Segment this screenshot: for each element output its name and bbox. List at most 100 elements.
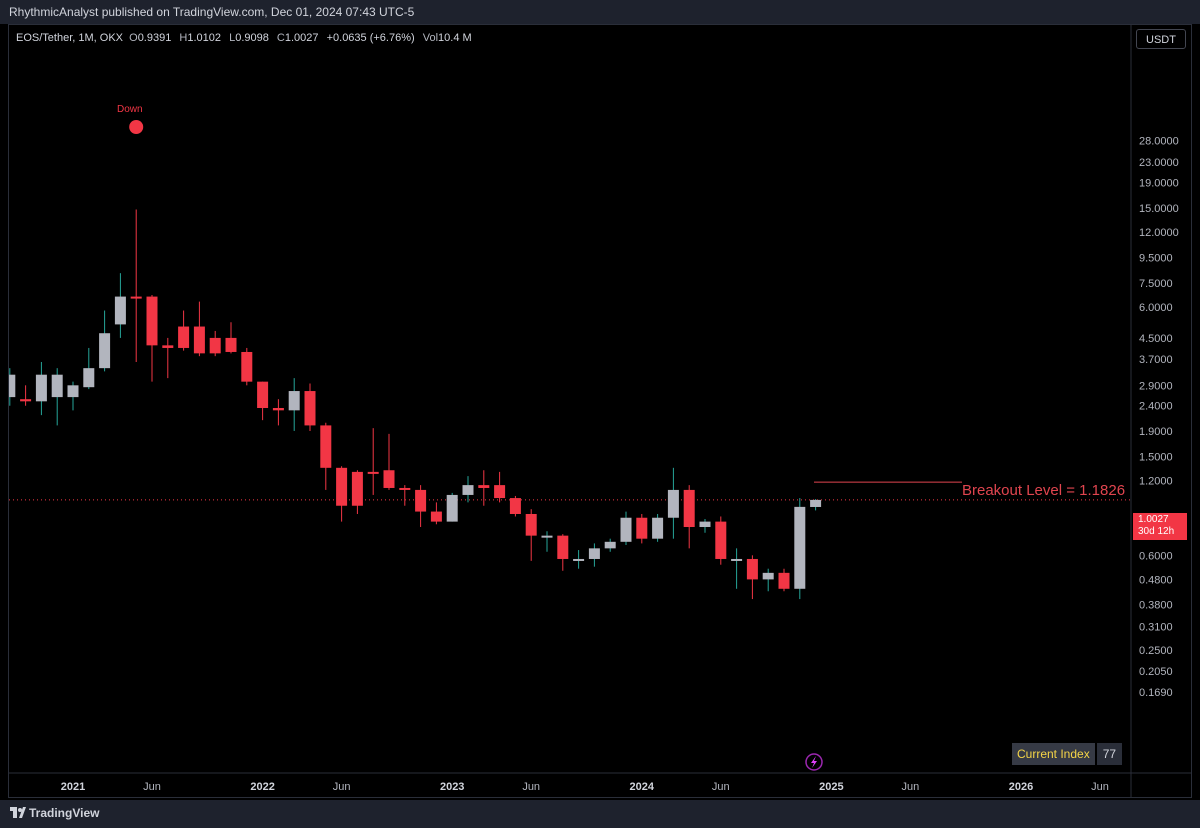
- price-tick-label-0: 28.0000: [1139, 136, 1179, 148]
- candle-2022-01: [257, 381, 269, 421]
- price-tick-label-2: 19.0000: [1139, 177, 1179, 189]
- candle-body: [288, 391, 300, 411]
- tradingview-logo[interactable]: TradingView: [10, 805, 99, 821]
- candle-2022-09: [383, 433, 395, 490]
- chart-frame[interactable]: [8, 24, 1192, 798]
- candle-2021-07: [162, 337, 174, 379]
- candle-2022-04: [304, 383, 316, 431]
- price-tick-label-17: 0.4800: [1139, 574, 1173, 586]
- price-tick-label-9: 3.7000: [1139, 354, 1173, 366]
- price-tick-label-10: 2.9000: [1139, 380, 1173, 392]
- published-info: RhythmicAnalyst published on TradingView…: [9, 5, 415, 19]
- time-tick-label-10: 2026: [1009, 781, 1033, 793]
- candle-body: [683, 489, 695, 528]
- price-tick-label-19: 0.3100: [1139, 622, 1173, 634]
- price-tick-label-13: 1.5000: [1139, 451, 1173, 463]
- candle-2021-03: [99, 310, 111, 372]
- low-label: L: [229, 32, 236, 44]
- candle-2022-11: [415, 485, 427, 528]
- low-value: 0.9098: [235, 32, 269, 44]
- candle-2021-09: [193, 301, 205, 357]
- price-tick-label-16: 0.6000: [1139, 550, 1173, 562]
- candle-2024-09: [762, 568, 774, 592]
- candle-body: [320, 425, 332, 468]
- lightning-icon[interactable]: [805, 753, 823, 771]
- price-tick-label-12: 1.9000: [1139, 426, 1173, 438]
- candle-2022-06: [336, 466, 348, 522]
- candle-body: [462, 485, 474, 495]
- candle-2023-04: [494, 471, 506, 503]
- high-label: H: [179, 32, 188, 44]
- candle-body: [762, 572, 774, 580]
- candle-body: [20, 399, 32, 402]
- bar-countdown: 30d 12h: [1138, 526, 1175, 537]
- price-tick-label-18: 0.3800: [1139, 600, 1173, 612]
- price-chart[interactable]: 28.0000 23.0000 19.0000 15.0000 12.0000 9.500…: [0, 0, 1200, 800]
- down-marker-dot: [129, 120, 144, 134]
- candle-body: [557, 535, 569, 559]
- candle-body: [494, 485, 506, 499]
- candle-2023-09: [573, 550, 585, 569]
- candle-2024-06: [715, 516, 727, 565]
- candle-2024-08: [746, 555, 758, 600]
- candle-body: [715, 521, 727, 559]
- candle-body: [225, 337, 237, 352]
- candle-2024-10: [778, 568, 790, 592]
- last-price-value: 1.0027: [1138, 514, 1169, 525]
- candle-body: [67, 385, 79, 398]
- candle-body: [430, 511, 442, 522]
- publisher-bar: RhythmicAnalyst published on TradingView…: [0, 0, 1200, 24]
- candle-body: [746, 558, 758, 580]
- candle-2022-08: [367, 428, 379, 495]
- candle-body: [272, 408, 284, 411]
- candle-body: [51, 374, 63, 398]
- candle-body: [114, 296, 126, 325]
- price-axis[interactable]: 28.0000 23.0000 19.0000 15.0000 12.0000 9.500…: [1139, 136, 1179, 699]
- candle-2021-06: [146, 294, 158, 382]
- candle-body: [257, 381, 269, 409]
- candle-2022-10: [399, 485, 411, 506]
- price-tick-label-4: 12.0000: [1139, 227, 1179, 239]
- tradingview-logo-icon: [10, 807, 26, 818]
- open-label: O: [129, 32, 138, 44]
- symbol-info[interactable]: EOS/Tether, 1M, OKX: [16, 32, 123, 44]
- candle-body: [699, 521, 711, 528]
- candle-body: [209, 337, 221, 354]
- ohlc-legend: EOS/Tether, 1M, OKX O0.9391 H1.0102 L0.9…: [16, 32, 477, 44]
- close-label: C: [276, 32, 285, 44]
- time-axis[interactable]: 2021 Jun 2022 Jun 2023 Jun 2024 Jun 2025 Jun 2026 J…: [61, 781, 1109, 793]
- candle-body: [604, 541, 616, 549]
- brand-name: TradingView: [29, 806, 100, 820]
- current-index-widget[interactable]: Current Index 77: [1012, 743, 1123, 765]
- price-tick-label-6: 7.5000: [1139, 278, 1173, 290]
- candle-body: [541, 535, 553, 538]
- candle-2022-03: [288, 378, 300, 431]
- candle-body: [336, 467, 348, 506]
- candle-2021-04: [114, 273, 126, 338]
- candle-body: [9, 374, 16, 398]
- time-tick-label-2: 2022: [250, 781, 274, 793]
- candle-2024-07: [731, 548, 743, 589]
- candle-2022-07: [351, 470, 363, 514]
- candle-body: [636, 517, 648, 539]
- candle-body: [399, 487, 411, 490]
- breakout-level-label[interactable]: Breakout Level = 1.1826: [962, 482, 1126, 499]
- candle-2023-03: [478, 470, 490, 506]
- candle-body: [83, 368, 95, 388]
- footer: TradingView: [0, 800, 1200, 828]
- candle-body: [162, 345, 174, 348]
- price-tick-label-3: 15.0000: [1139, 203, 1179, 215]
- candle-body: [178, 326, 190, 348]
- time-tick-label-11: Jun: [1091, 781, 1109, 793]
- candle-body: [446, 494, 458, 522]
- candle-2021-12: [241, 347, 253, 386]
- candle-body: [620, 517, 632, 542]
- close-value: 1.0027: [284, 32, 319, 44]
- current-index-value: 77: [1096, 743, 1123, 765]
- candle-2021-05: [130, 209, 142, 362]
- price-tick-label-1: 23.0000: [1139, 157, 1179, 169]
- currency-button[interactable]: USDT: [1136, 29, 1186, 49]
- price-tick-label-20: 0.2500: [1139, 645, 1173, 657]
- candle-body: [478, 485, 490, 488]
- candle-body: [778, 572, 790, 589]
